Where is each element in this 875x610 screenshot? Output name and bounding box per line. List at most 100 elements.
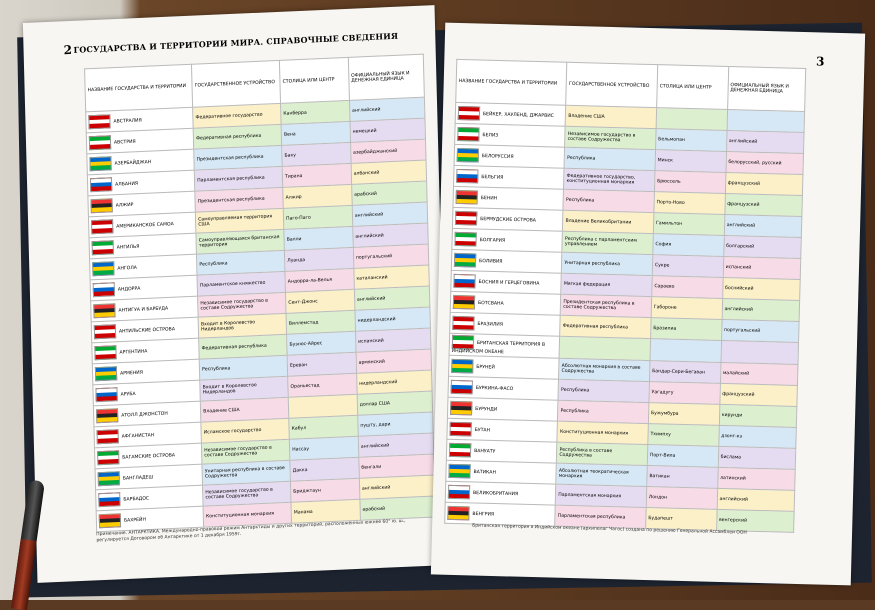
cell: Мягкая федерация [561, 273, 653, 297]
cell-text: Буэнос-Айрес [289, 340, 323, 348]
country-cell: ВАНУАТУ [446, 439, 558, 464]
cell: Федеративная республика [559, 315, 652, 339]
cell: Будапешт [645, 507, 717, 531]
cell-text: Будапешт [648, 515, 673, 522]
cell-text: Республика [202, 365, 231, 373]
country-name: АНГИЛЬЯ [116, 244, 140, 251]
cell-text: Парламентская республика [557, 513, 626, 520]
country-name: АНТИГУА И БАРБУДА [118, 306, 169, 314]
country-name: АФГАНИСТАН [121, 433, 155, 440]
cell-text: арабский [354, 191, 377, 198]
flag [88, 135, 112, 151]
country-name: АЗЕРБАЙДЖАН [114, 160, 152, 167]
flag [98, 513, 122, 529]
cell-text: Брюссель [657, 178, 681, 185]
flag [89, 156, 112, 172]
cell-text: бислама [720, 454, 742, 460]
cell: боснийский [722, 277, 801, 301]
cell: Федеративное государство, конституционна… [563, 168, 655, 192]
cell-text: французский [722, 391, 755, 398]
cell-text: Гамильтон [655, 220, 683, 227]
page-number: 2 [63, 42, 73, 58]
cell-text: английский [361, 484, 391, 492]
cell: Абсолютная монархия в составе Содружеств… [558, 358, 650, 382]
cell-text: английский [728, 138, 758, 145]
column-header: НАЗВАНИЕ ГОСУДАРСТВА И ТЕРРИТОРИИ [84, 64, 193, 112]
cell: французский [719, 383, 798, 407]
flag [89, 177, 113, 193]
cell [288, 394, 358, 419]
country-cell: БРАЗИЛИЯ [449, 312, 561, 337]
cell-text: Республика [561, 387, 590, 393]
country-name: АЛЖИР [115, 202, 134, 209]
country-name: АНДОРРА [117, 286, 141, 293]
country-name: БАНГЛАДЕШ [122, 475, 154, 482]
country-cell: БУРУНДИ [447, 397, 559, 422]
cell: белорусский, русский [725, 151, 804, 175]
cell [559, 336, 651, 361]
cell: Паго-Паго [283, 205, 353, 230]
cell-text: Республика [199, 260, 228, 268]
cell-text: Владение США [203, 407, 240, 415]
flag [93, 303, 116, 319]
country-name: БЕНИН [480, 196, 498, 202]
cell: английский [721, 298, 800, 322]
country-cell: БОЛИВИЯ [451, 249, 563, 274]
country-name: БРУНЕЙ [476, 365, 495, 371]
country-cell: БУРКИНА-ФАСО [447, 376, 559, 401]
cell-text: пушту, дари [360, 421, 391, 429]
flag [456, 168, 479, 184]
flag [95, 387, 118, 403]
cell: Республика [558, 379, 650, 403]
cell: Независимое государство в составе Содруж… [564, 126, 656, 150]
cell: Ереван [287, 352, 357, 377]
cell-text: Исламское государство [203, 427, 262, 436]
cell-text: Парламентская республика [197, 175, 265, 184]
cell-text: Президентская республика [197, 196, 265, 205]
cell-text: Республика [560, 408, 589, 414]
flag [92, 282, 116, 298]
cell-text: Тирана [284, 173, 303, 180]
cell: Вена [281, 121, 351, 146]
cell: Лондон [646, 486, 718, 510]
cell-text: английский [726, 222, 756, 229]
cell: Бандар-Сери-Бегаван [649, 360, 721, 384]
cell-text: португальский [723, 327, 761, 334]
cell: Валли [283, 226, 354, 251]
cell-text: Сукре [654, 262, 670, 269]
flag [449, 421, 472, 437]
cell-text: венгерский [718, 517, 748, 524]
cell-text: Нассау [292, 446, 310, 453]
cell: Виллемстад [286, 310, 356, 335]
cell: Владение Великобритании [562, 210, 654, 234]
country-name: БОЛИВИЯ [478, 259, 503, 265]
flag [452, 294, 476, 310]
cell-text: кирунди [721, 412, 743, 419]
cell: Республика [557, 400, 649, 424]
cell-text: французский [727, 180, 761, 187]
cell-text: английский [355, 233, 384, 240]
cell: Конституционная монархия [557, 421, 649, 445]
cell: Канберра [280, 100, 350, 125]
cell: английский [716, 488, 795, 512]
cell-text: Ереван [289, 362, 308, 369]
cell-text: Республика в составе Содружества [559, 447, 613, 459]
cell-text: Бельмопан [658, 136, 685, 143]
cell: Габороне [651, 296, 723, 320]
cell-text: Президентская республика в составе Содру… [563, 299, 635, 312]
flag [94, 366, 118, 382]
cell-text: болгарский [726, 243, 755, 250]
cell-text: Парламентское княжество [199, 280, 266, 289]
cell-text: Алжир [285, 194, 302, 201]
cell: латинский [717, 467, 796, 491]
cell: Сент-Джонс [285, 289, 355, 314]
country-name: БУТАН [474, 428, 491, 434]
cell: бислама [717, 446, 796, 470]
cell-text: Габороне [653, 304, 677, 311]
cell-text: малайский [722, 370, 750, 377]
cell-text: бенгали [361, 464, 382, 471]
cell-text: дзонг-кэ [721, 433, 743, 440]
cell-text: Абсолютная теократическая монархия [558, 468, 629, 480]
cell-text: Андорра-ла-Велья [287, 277, 333, 285]
cell-text: Конституционная монархия [205, 511, 275, 520]
